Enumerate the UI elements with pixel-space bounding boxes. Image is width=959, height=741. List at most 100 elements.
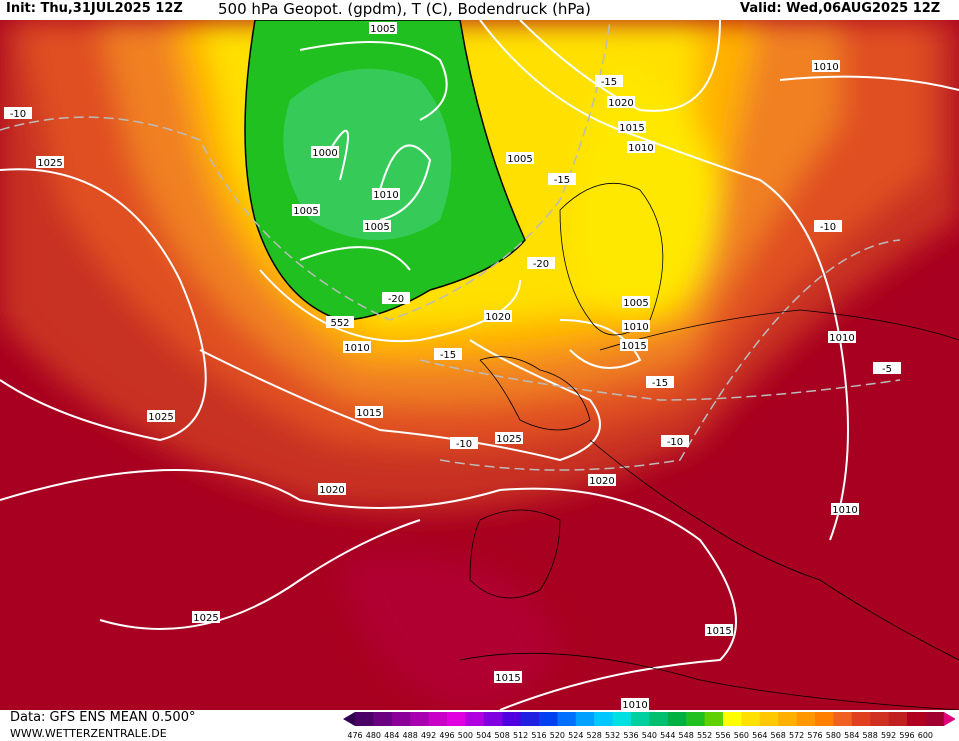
contour-label: 1015	[619, 123, 644, 134]
colorbar-swatch	[355, 712, 374, 726]
coastlines	[459, 183, 959, 710]
colorbar-label: 596	[899, 731, 914, 740]
contour-label: -10	[456, 439, 472, 450]
contour-label: 1010	[829, 333, 854, 344]
contour-label-box	[548, 173, 576, 185]
contour-label-box	[343, 341, 371, 353]
contour-label-box	[369, 22, 397, 34]
colorbar-swatch	[428, 712, 448, 726]
colorbar-label: 512	[513, 731, 528, 740]
colorbar-arrow-left	[343, 712, 355, 726]
colorbar-label: 572	[789, 731, 804, 740]
colorbar-label: 584	[844, 731, 859, 740]
colorbar-label: 540	[642, 731, 657, 740]
colorbar-label: 504	[476, 731, 491, 740]
colorbar-label: 476	[347, 731, 362, 740]
contour-label-box	[661, 435, 689, 447]
contour-label-box	[326, 316, 354, 328]
colorbar-swatch	[631, 712, 650, 726]
colorbar-swatch	[502, 712, 522, 726]
colorbar-label: 552	[697, 731, 712, 740]
contour-label-box	[607, 96, 635, 108]
contour-label: 1010	[373, 190, 398, 201]
colorbar-label: 532	[605, 731, 620, 740]
contour-label: 1020	[608, 98, 633, 109]
contour-label-box	[434, 348, 462, 360]
colorbar-label: 484	[384, 731, 399, 740]
colorbar-label: 592	[881, 731, 896, 740]
contour-label: 1010	[628, 143, 653, 154]
contour-label-box	[873, 362, 901, 374]
colorbar-swatch	[520, 712, 540, 726]
colorbar-swatch	[686, 712, 706, 726]
contour-label: 1025	[193, 613, 218, 624]
contour-label: 1015	[706, 626, 731, 637]
colorbar-label: 500	[458, 731, 473, 740]
contour-label-box	[484, 310, 512, 322]
map-title: 500 hPa Geopot. (gpdm), T (C), Bodendruc…	[218, 0, 591, 18]
website: WWW.WETTERZENTRALE.DE	[10, 727, 167, 740]
colorbar-swatch	[465, 712, 485, 726]
colorbar-swatch	[796, 712, 816, 726]
colorbar-label: 588	[863, 731, 878, 740]
contour-label: 1025	[37, 158, 62, 169]
colorbar-swatch	[851, 712, 871, 726]
contour-label: -10	[10, 109, 26, 120]
colorbar-label: 516	[531, 731, 546, 740]
contour-label: -10	[820, 222, 836, 233]
contour-label-box	[595, 75, 623, 87]
contour-label-box	[506, 152, 534, 164]
colorbar-swatch	[778, 712, 798, 726]
contour-label-box	[627, 141, 655, 153]
contour-label-box	[382, 292, 410, 304]
colorbar-label: 536	[623, 731, 638, 740]
contour-label-box	[363, 220, 391, 232]
colorbar-label: 556	[715, 731, 730, 740]
map: 1005 1000 1010 1005 1005 -20 552 1010 1020 -15 101…	[0, 20, 959, 710]
colorbar-label: 528	[587, 731, 602, 740]
colorbar-arrow-right	[943, 712, 955, 726]
colorbar-swatch	[815, 712, 834, 726]
contour-label: 1020	[485, 312, 510, 323]
colorbar-label: 492	[421, 731, 436, 740]
contour-label-box	[355, 406, 383, 418]
contour-label-box	[494, 671, 522, 683]
contour-label-box	[147, 410, 175, 422]
contour-label-box	[495, 432, 523, 444]
contour-label-box	[812, 60, 840, 72]
contour-label: -15	[652, 378, 668, 389]
colorbar-swatch	[870, 712, 890, 726]
contour-label: 1010	[344, 343, 369, 354]
colorbar-label: 564	[752, 731, 767, 740]
colorbar-label: 496	[439, 731, 454, 740]
contour-label: 1020	[319, 485, 344, 496]
contour-label-box	[4, 107, 32, 119]
green-core	[283, 68, 452, 240]
isobars	[0, 20, 959, 710]
colorbar-label: 508	[495, 731, 510, 740]
contour-label: -5	[882, 364, 892, 375]
contour-label: -20	[533, 259, 549, 270]
contour-label-box	[292, 204, 320, 216]
colorbar-swatch	[833, 712, 853, 726]
contour-label: -10	[667, 437, 683, 448]
contour-label: 1010	[813, 62, 838, 73]
contour-label: 1005	[364, 222, 389, 233]
contour-label-box	[828, 331, 856, 343]
colorbar-label: 524	[568, 731, 583, 740]
contour-label-box	[527, 257, 555, 269]
colorbar-swatch	[741, 712, 761, 726]
contour-label: -20	[388, 294, 404, 305]
colorbar-swatch	[907, 712, 926, 726]
contour-label-box	[831, 503, 859, 515]
isotherms	[0, 20, 901, 471]
colorbar-label: 480	[366, 731, 381, 740]
init-time: Init: Thu,31JUL2025 12Z	[6, 1, 183, 16]
contour-label-box	[622, 296, 650, 308]
colorbar-label: 568	[771, 731, 786, 740]
colorbar-swatch	[704, 712, 724, 726]
contour-label: 552	[330, 318, 349, 329]
contour-label: 1010	[622, 700, 647, 710]
colorbar-swatch	[649, 712, 669, 726]
